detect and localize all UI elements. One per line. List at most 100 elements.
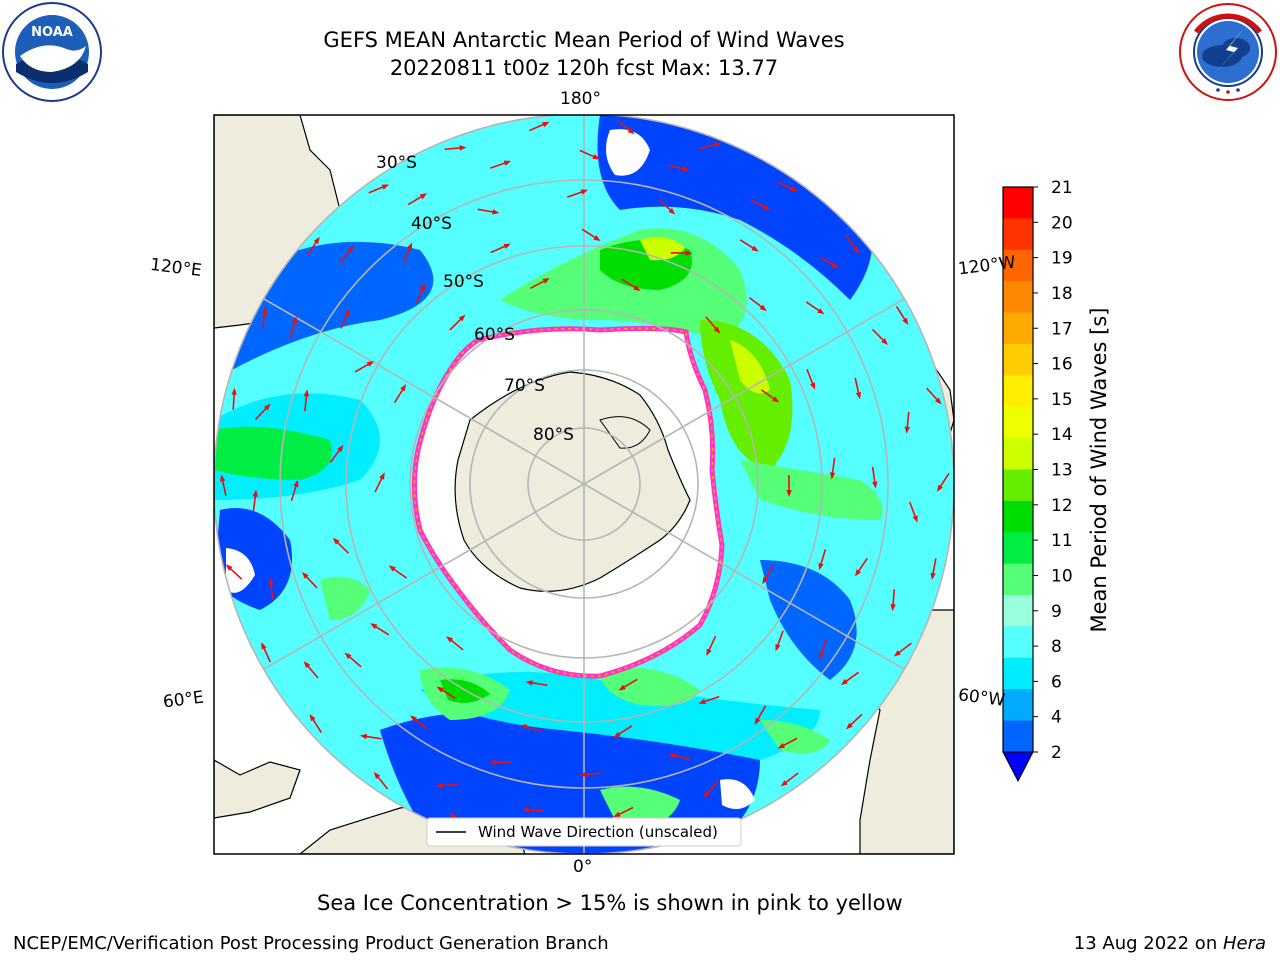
wind-wave-arrow [581, 228, 598, 240]
wind-wave-arrowhead [613, 731, 621, 738]
wind-wave-arrowhead [754, 717, 761, 725]
wind-wave-arrow [707, 635, 717, 653]
chart-title: GEFS MEAN Antarctic Mean Period of Wind … [323, 28, 845, 52]
wind-wave-arrow [346, 654, 362, 668]
wind-wave-arrowhead [840, 678, 848, 686]
wind-wave-arrowhead [344, 652, 352, 660]
wind-wave-arrow [329, 447, 342, 463]
footer-host: Hera [1222, 933, 1266, 954]
wind-wave-arrowhead [713, 326, 721, 334]
colorbar-band [1003, 312, 1033, 345]
wind-wave-arrowhead [344, 308, 350, 316]
wind-wave-arrow [616, 806, 634, 817]
colorbar-tick-label: 2 [1051, 743, 1062, 763]
wind-wave-arrow [407, 194, 425, 206]
wind-wave-arrowhead [268, 577, 274, 586]
colorbar-band [1003, 469, 1033, 502]
wind-wave-arrowhead [881, 338, 888, 345]
wind-wave-arrow [221, 478, 227, 496]
wind-wave-arrowhead [890, 604, 896, 612]
wind-wave-arrow [477, 208, 496, 214]
wind-wave-arrowhead [685, 250, 693, 256]
wind-wave-arrowhead [370, 623, 378, 630]
wind-wave-arrowhead [902, 317, 909, 326]
colorbar-band [1003, 406, 1033, 439]
wind-wave-arrowhead [579, 771, 587, 778]
colorbar-tick-label: 15 [1051, 390, 1073, 410]
wind-wave-arrow [909, 501, 917, 520]
colorbar-tick-label: 16 [1051, 355, 1073, 375]
wind-wave-arrow [579, 149, 597, 159]
sea-ice [411, 325, 725, 679]
wind-wave-arrow [906, 411, 910, 430]
wind-wave-arrowhead [519, 724, 528, 730]
wind-wave-arrowhead [751, 245, 759, 252]
colorbar-min-extension [1002, 751, 1034, 783]
wind-wave-arrow [938, 473, 950, 489]
wind-wave-arrowhead [303, 389, 310, 397]
wind-wave-arrow [262, 645, 272, 663]
wind-wave-arrowhead [818, 652, 824, 661]
lat-label-50s: 50°S [443, 272, 484, 292]
wind-wave-arrowhead [772, 396, 780, 403]
colorbar-tick-label: 11 [1051, 531, 1073, 551]
colorbar-tick-label: 10 [1051, 566, 1073, 586]
wind-wave-arrow [402, 245, 412, 263]
footer-credit: NCEP/EMC/Verification Post Processing Pr… [13, 933, 609, 954]
colorbar-tick-label: 6 [1051, 672, 1062, 692]
wind-wave-arrowhead [668, 207, 676, 215]
wind-wave-arrowhead [261, 642, 267, 650]
wind-wave-arrowhead [698, 698, 706, 704]
colorbar-label: Mean Period of Wind Waves [s] [1087, 308, 1111, 633]
wind-wave-arrow [412, 717, 428, 730]
wind-wave-arrowhead [775, 643, 781, 652]
wind-wave-arrowhead [252, 489, 258, 497]
wind-wave-arrow [831, 457, 836, 476]
wind-wave-arrowhead [309, 713, 316, 722]
lon-label-0: 0° [573, 857, 593, 877]
national-weather-service-logo-icon [1178, 2, 1278, 102]
wind-wave-arrowhead [930, 572, 936, 581]
wind-wave-arrow [776, 630, 784, 648]
colorbar-tick-label: 9 [1051, 602, 1062, 622]
wind-wave-arrowhead [593, 235, 601, 242]
wind-wave-arrowhead [419, 193, 428, 200]
colorbar-band [1003, 657, 1033, 690]
wind-wave-arrow [311, 716, 323, 733]
wind-wave-arrowhead [522, 807, 530, 813]
colorbar-tick-label: 12 [1051, 496, 1073, 516]
wind-wave-arrow [439, 783, 458, 787]
wind-wave-arrow [269, 581, 274, 600]
colorbar-band [1003, 375, 1033, 408]
colorbar-band [1003, 343, 1033, 376]
colorbar-band [1003, 595, 1033, 627]
wind-wave-arrow [228, 566, 243, 580]
colorbar-tick-label: 20 [1051, 213, 1073, 233]
wind-wave-arrowhead [633, 285, 641, 292]
wind-wave-arrowhead [303, 661, 311, 669]
wind-wave-arrowhead [458, 314, 466, 322]
map-frame [213, 114, 955, 855]
wind-wave-arrowhead [780, 780, 788, 787]
wind-wave-arrow [393, 386, 405, 404]
lat-label-80s: 80°S [533, 425, 574, 445]
chart-subtitle: 20220811 t00z 120h fcst Max: 13.77 [389, 56, 779, 80]
wind-wave-arrowhead [419, 283, 425, 291]
wind-wave-arrow [763, 564, 774, 582]
wind-wave-arrow [616, 725, 633, 737]
wind-wave-arrow [493, 761, 512, 764]
wind-wave-arrow [843, 671, 860, 684]
wind-wave-arrow [444, 146, 463, 151]
wind-wave-arrowhead [489, 759, 497, 766]
colorbar-tick-label: 4 [1051, 708, 1062, 728]
wind-wave-arrow [705, 316, 719, 332]
wind-wave-arrow [529, 681, 548, 687]
colorbar-band [1003, 626, 1033, 659]
lat-label-60s: 60°S [474, 325, 515, 345]
colorbar-band [1003, 438, 1033, 470]
wind-wave-arrow [854, 377, 860, 396]
wind-wave-arrow [490, 161, 508, 169]
wind-wave-arrowhead [706, 648, 712, 657]
wind-wave-arrow [375, 774, 389, 790]
wind-wave-arrow [567, 190, 585, 198]
